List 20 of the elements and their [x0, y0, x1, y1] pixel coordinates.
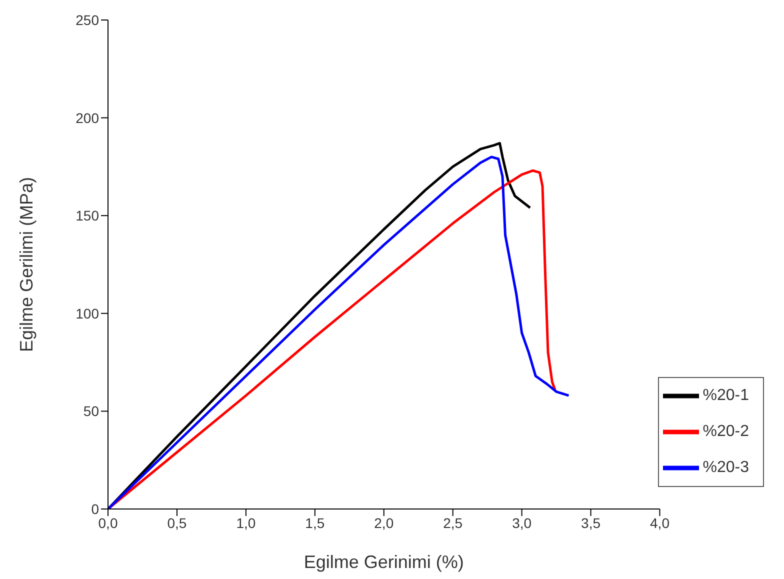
y-tick-label: 200	[76, 110, 100, 126]
y-tick-label: 100	[76, 305, 100, 322]
legend-label: %20-3	[702, 459, 749, 476]
x-tick-label: 3,5	[581, 514, 601, 531]
x-axis-title: Egilme Gerinimi (%)	[304, 552, 464, 572]
legend-label: %20-1	[702, 387, 749, 404]
y-tick-label: 0	[91, 500, 100, 517]
y-tick-label: 50	[83, 403, 100, 420]
y-tick-label: 150	[76, 208, 100, 224]
x-tick-label: 0,0	[98, 514, 118, 531]
x-tick-label: 2,5	[443, 514, 463, 531]
x-tick-label: 2,0	[374, 514, 394, 531]
x-tick-label: 1,0	[236, 514, 256, 531]
x-tick-label: 4,0	[650, 514, 670, 531]
y-axis-title: Egilme Gerilimi (MPa)	[16, 176, 36, 352]
y-tick-label: 250	[76, 12, 100, 28]
x-tick-label: 1,5	[305, 514, 325, 531]
legend-label: %20-2	[702, 423, 749, 440]
x-tick-label: 0,5	[167, 514, 187, 531]
x-tick-label: 3,0	[512, 514, 532, 531]
